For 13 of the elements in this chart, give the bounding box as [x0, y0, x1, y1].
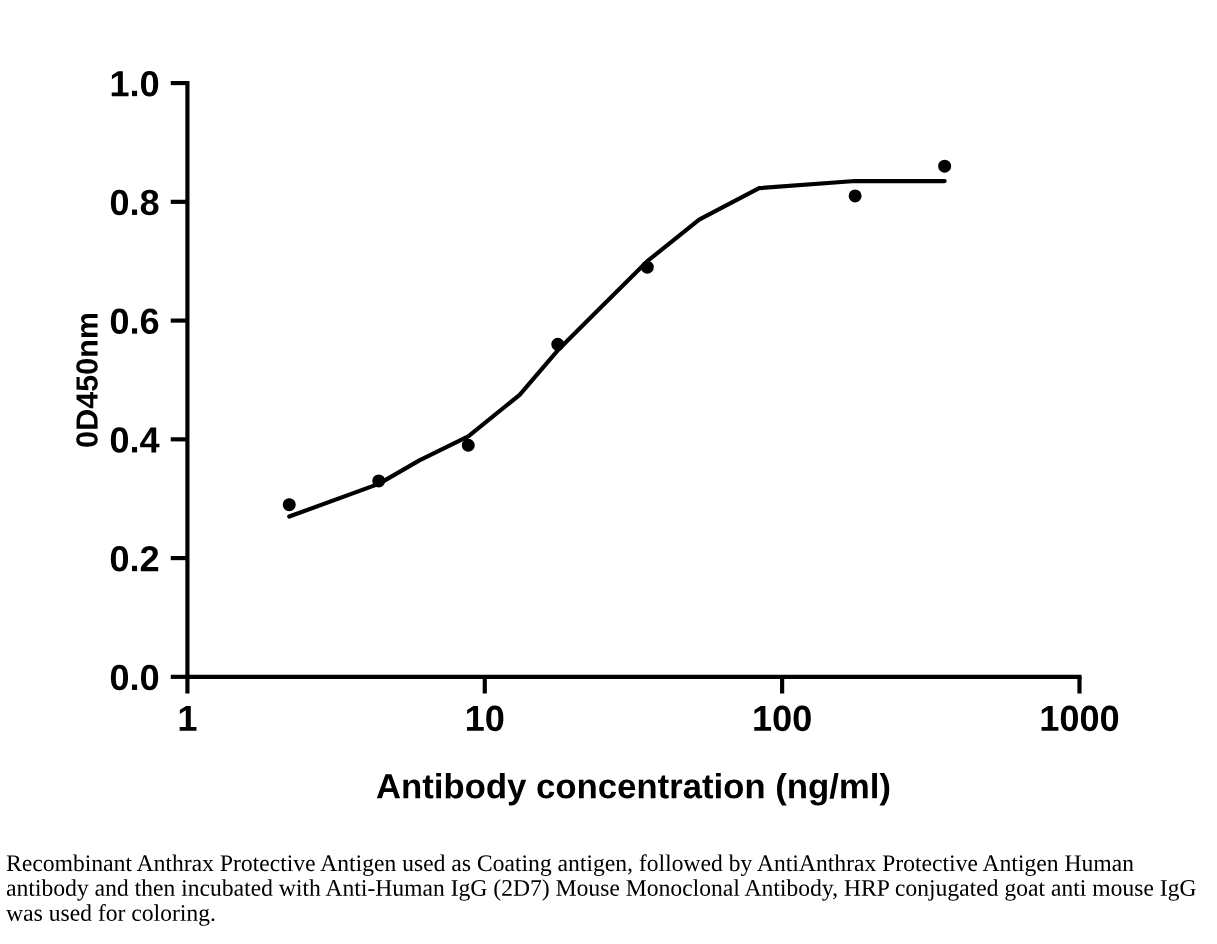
y-tick-label: 0.8 [110, 189, 159, 216]
x-tick-label: 100 [754, 705, 811, 732]
y-tick-label: 0.4 [110, 427, 160, 453]
x-tick-label: 10 [466, 705, 504, 732]
y-tick-label: 1.0 [111, 70, 159, 97]
x-axis-title: Antibody concentration (ng/ml) [376, 773, 890, 806]
y-tick-label: 0.6 [110, 308, 159, 335]
y-tick-label: 0.2 [110, 545, 159, 572]
text: Recombinant Anthrax Protective Antigen used as Coating antigen, followed by AntiAnthrax Protective Antigen Human antibody and then incubated with Anti-Human IgG (2D7) Mouse Monoclonal Antibody, HRP conjugated goat anti mouse IgG was used for coloring. [6, 854, 1196, 926]
x-tick-label: 1 [179, 705, 197, 731]
x-tick-label: 1000 [1041, 705, 1119, 732]
y-tick-label: 0.0 [110, 664, 159, 691]
y-axis-title: 0D450nm [76, 313, 98, 447]
